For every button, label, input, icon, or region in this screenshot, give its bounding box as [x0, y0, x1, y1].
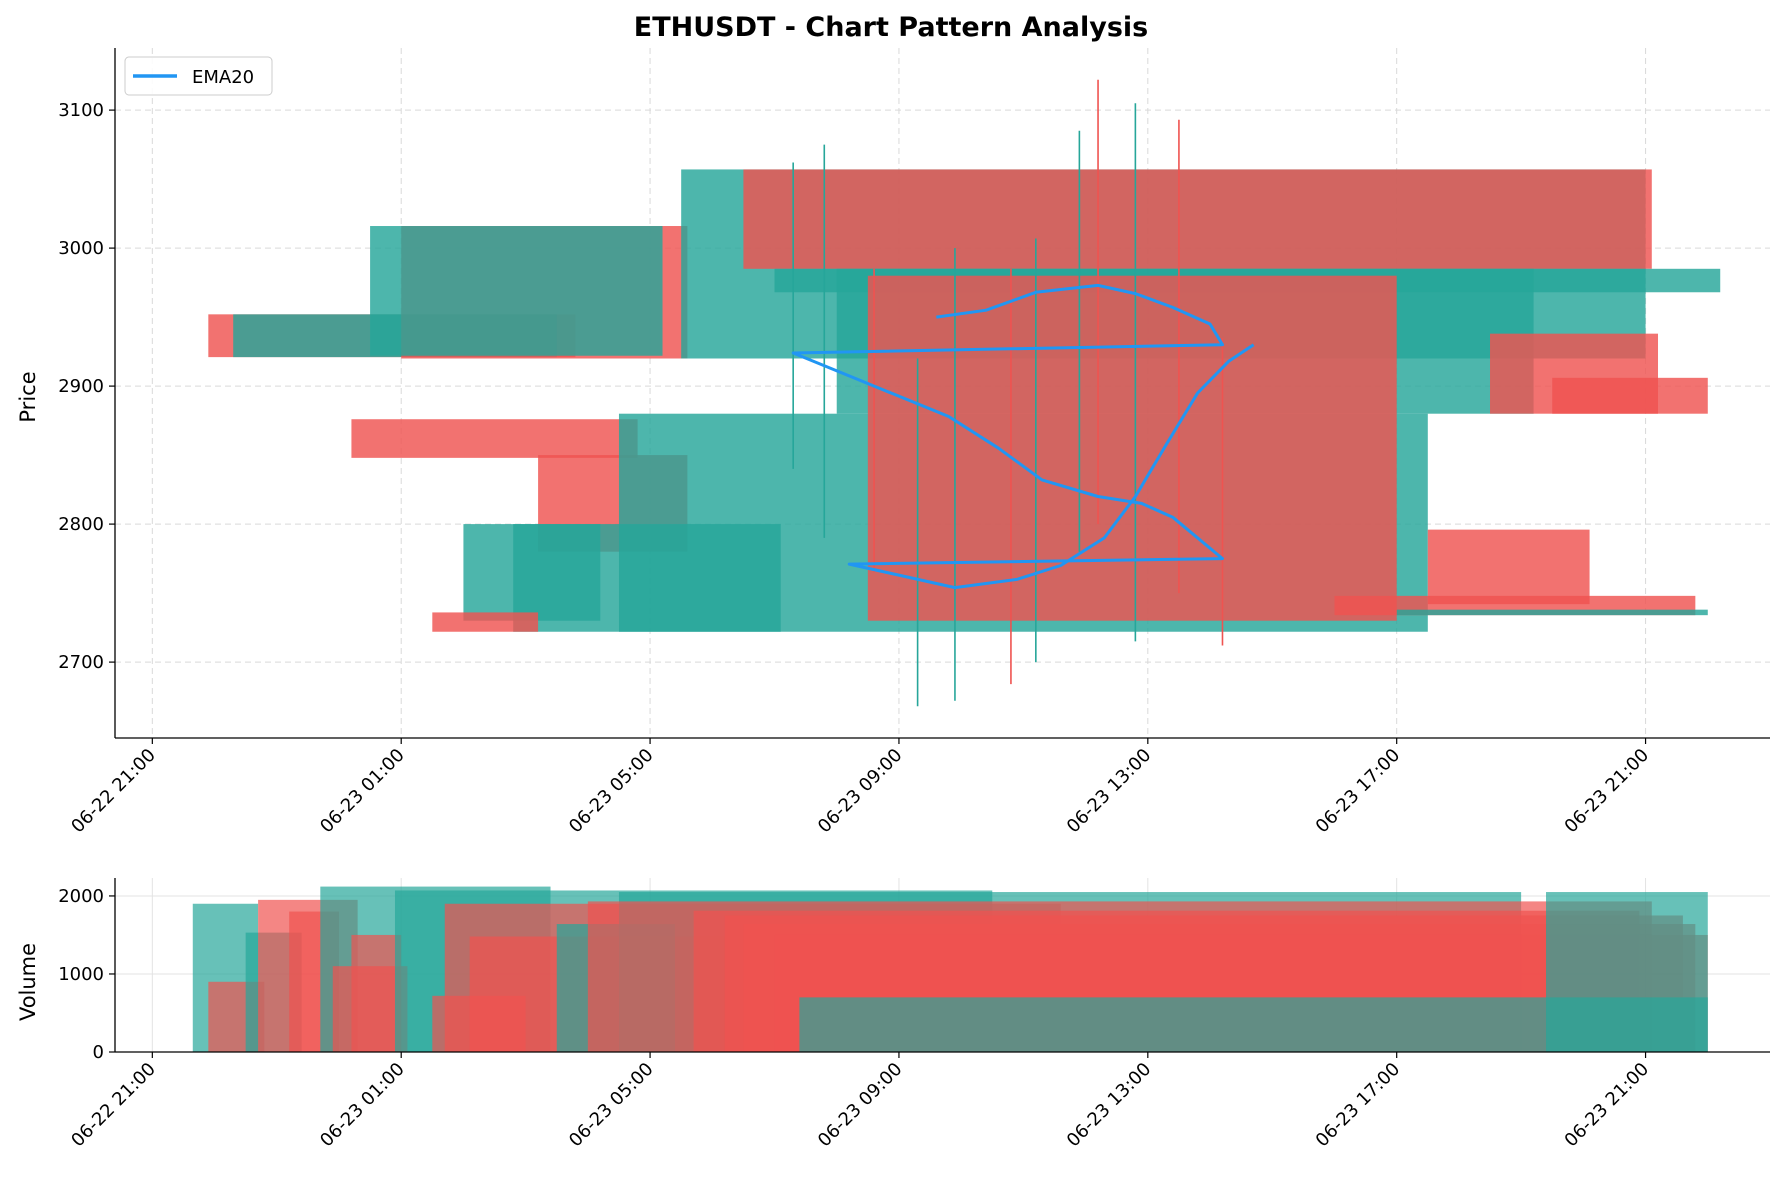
profile-band [1552, 377, 1708, 414]
volume-bars [192, 886, 1708, 1052]
profile-band [351, 419, 638, 458]
profile-band [370, 226, 663, 356]
volume-y-tick-label: 0 [93, 1042, 104, 1063]
price-y-label: Price [16, 371, 40, 422]
price-wicks [792, 79, 1224, 707]
price-y-tick-label: 2700 [58, 652, 104, 673]
price-y-ticks: 2700 2800 2900 3000 3100 [58, 100, 115, 673]
chart-title: ETHUSDT - Chart Pattern Analysis [634, 12, 1148, 43]
volume-bar [351, 934, 402, 1052]
profile-band [1396, 609, 1708, 616]
volume-y-ticks: 0 1000 2000 [58, 886, 115, 1063]
price-y-tick-label: 2800 [58, 514, 104, 535]
profile-band [743, 169, 1652, 269]
volume-y-label: Volume [16, 943, 40, 1021]
legend-box [124, 56, 273, 96]
legend: EMA20 [124, 56, 273, 96]
price-y-tick-label: 3100 [58, 100, 104, 121]
ema20-line [791, 283, 1255, 590]
price-y-tick-label: 2900 [58, 376, 104, 397]
volume-y-tick-label: 2000 [58, 886, 104, 907]
legend-ema20-label: EMA20 [192, 67, 254, 88]
profile-band [463, 524, 601, 621]
profile-band [1427, 529, 1590, 605]
profile-band [432, 612, 539, 632]
volume-bar [1546, 892, 1708, 1052]
price-y-tick-label: 3000 [58, 238, 104, 259]
profile-band [867, 275, 1397, 621]
volume-y-tick-label: 1000 [58, 964, 104, 985]
